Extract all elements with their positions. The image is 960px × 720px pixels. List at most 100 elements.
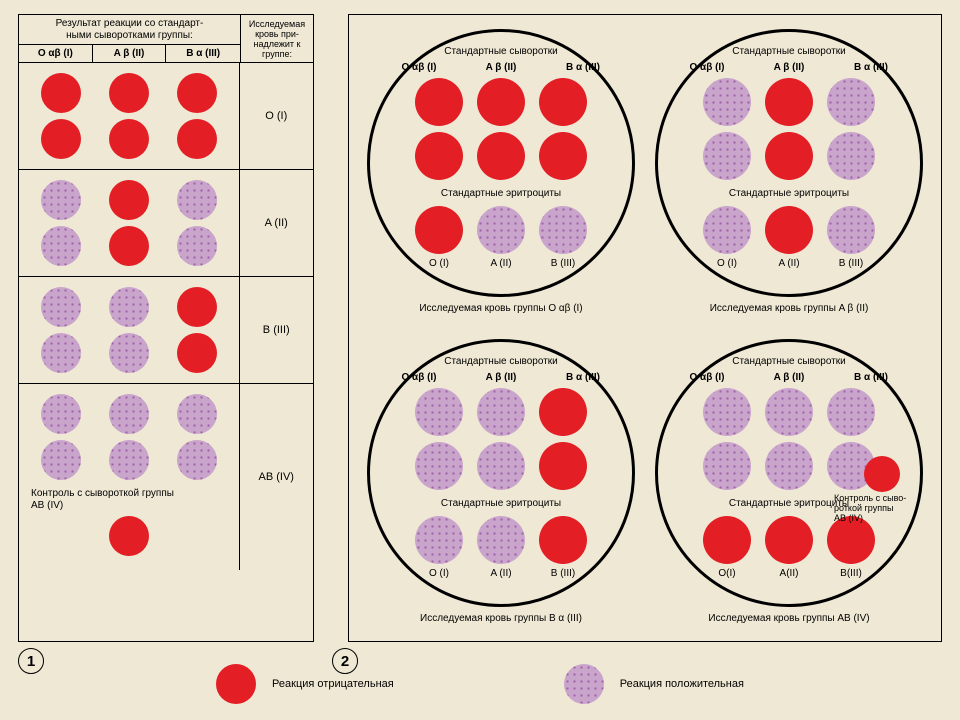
sera-dots (370, 388, 632, 436)
left-table-body: O (I)A (II)B (III)Контроль с сывороткой … (19, 63, 313, 570)
sera-dots (658, 388, 920, 436)
sera-dot (539, 442, 587, 490)
sera-dot (765, 78, 813, 126)
reaction-dot (177, 73, 217, 113)
control-dot (109, 516, 149, 556)
sera-title: Стандартные сыворотки (370, 356, 632, 367)
ery-dots (658, 206, 920, 254)
ery-label: O (I) (415, 568, 463, 579)
ery-dot (477, 206, 525, 254)
sera-dot (415, 78, 463, 126)
sera-col-label: A β (II) (762, 372, 816, 383)
ery-dot (539, 516, 587, 564)
ery-dot (765, 206, 813, 254)
legend: Реакция отрицательная Реакция положитель… (0, 664, 960, 704)
reaction-dot (109, 333, 149, 373)
right-panel: Стандартные сыворотки O αβ (I) A β (II) B α… (348, 14, 942, 642)
sera-col-label: B α (III) (556, 372, 610, 383)
sera-col-label: A β (II) (474, 372, 528, 383)
ery-label: B (III) (539, 568, 587, 579)
petri-dish: Стандартные сыворотки O αβ (I) A β (II) B α… (367, 29, 635, 297)
legend-negative: Реакция отрицательная (216, 664, 394, 704)
sera-col-label: B α (III) (556, 62, 610, 73)
ery-dot (827, 206, 875, 254)
sera-col-labels: O αβ (I) A β (II) B α (III) (658, 62, 920, 73)
left-title: Результат реакции со стандарт- ными сыво… (19, 15, 240, 45)
sera-dot (415, 132, 463, 180)
ery-dot (703, 516, 751, 564)
sera-dot (765, 442, 813, 490)
sera-title: Стандартные сыворотки (658, 356, 920, 367)
reaction-dot (41, 119, 81, 159)
sera-dot (703, 442, 751, 490)
ery-title: Стандартные эритроциты (370, 498, 632, 509)
sera-dot (539, 388, 587, 436)
ery-dot (539, 206, 587, 254)
sera-col-label: O αβ (I) (392, 372, 446, 383)
col-O: O αβ (I) (19, 45, 93, 62)
sera-col-label: O αβ (I) (680, 372, 734, 383)
left-row: O (I) (19, 63, 313, 170)
legend-neg-dot (216, 664, 256, 704)
legend-pos-label: Реакция положительная (620, 678, 744, 690)
sera-col-label: A β (II) (474, 62, 528, 73)
reaction-dot (41, 333, 81, 373)
sera-col-label: O αβ (I) (392, 62, 446, 73)
sera-dot (477, 132, 525, 180)
sera-col-label: A β (II) (762, 62, 816, 73)
petri-dish: Стандартные сыворотки O αβ (I) A β (II) B α… (655, 29, 923, 297)
petri-side-dot (864, 456, 900, 492)
ery-dot (477, 516, 525, 564)
ery-dot (415, 206, 463, 254)
petri-caption: Исследуемая кровь группы B α (III) (367, 613, 635, 624)
petri-caption: Исследуемая кровь группы O αβ (I) (367, 303, 635, 314)
sera-dot (477, 388, 525, 436)
sera-dot (765, 388, 813, 436)
ery-label: O(I) (703, 568, 751, 579)
sera-dots-row2 (658, 132, 920, 180)
left-panel: Результат реакции со стандарт- ными сыво… (18, 14, 314, 642)
petri-caption: Исследуемая кровь группы A β (II) (655, 303, 923, 314)
reaction-dot (41, 394, 81, 434)
legend-pos-dot (564, 664, 604, 704)
left-row: Контроль с сывороткой группы AB (IV)AB (… (19, 384, 313, 570)
sera-col-label: B α (III) (844, 62, 898, 73)
ery-dot (703, 206, 751, 254)
reaction-dot (41, 287, 81, 327)
sera-dot (703, 132, 751, 180)
sera-title: Стандартные сыворотки (658, 46, 920, 57)
sera-dots-row2 (370, 442, 632, 490)
reaction-dot (109, 287, 149, 327)
ery-label: B (III) (827, 258, 875, 269)
sera-dot (477, 78, 525, 126)
legend-neg-label: Реакция отрицательная (272, 678, 394, 690)
sera-col-label: B α (III) (844, 372, 898, 383)
sera-dots-row2 (370, 132, 632, 180)
col-B: B α (III) (166, 45, 240, 62)
left-row-dots: Контроль с сывороткой группы AB (IV) (19, 384, 240, 570)
left-header-left: Результат реакции со стандарт- ными сыво… (19, 15, 241, 62)
ery-labels: O (I)A (II)B (III) (658, 258, 920, 269)
ery-dot (415, 516, 463, 564)
left-row-dots (19, 170, 240, 276)
sera-col-label: O αβ (I) (680, 62, 734, 73)
ery-dot (765, 516, 813, 564)
sera-title: Стандартные сыворотки (370, 46, 632, 57)
ery-label: O (I) (415, 258, 463, 269)
sera-dots (370, 78, 632, 126)
ery-label: B (III) (539, 258, 587, 269)
ery-label: O (I) (703, 258, 751, 269)
petri-caption: Исследуемая кровь группы AB (IV) (655, 613, 923, 624)
reaction-dot (177, 440, 217, 480)
left-row-group: O (I) (240, 63, 314, 169)
sera-col-labels: O αβ (I) A β (II) B α (III) (658, 372, 920, 383)
sera-dots (658, 78, 920, 126)
left-row-group: B (III) (240, 277, 314, 383)
sera-dot (827, 388, 875, 436)
sera-dot (765, 132, 813, 180)
sera-dot (703, 78, 751, 126)
reaction-dot (177, 394, 217, 434)
sera-col-labels: O αβ (I) A β (II) B α (III) (370, 372, 632, 383)
reaction-dot (41, 180, 81, 220)
reaction-dot (41, 73, 81, 113)
